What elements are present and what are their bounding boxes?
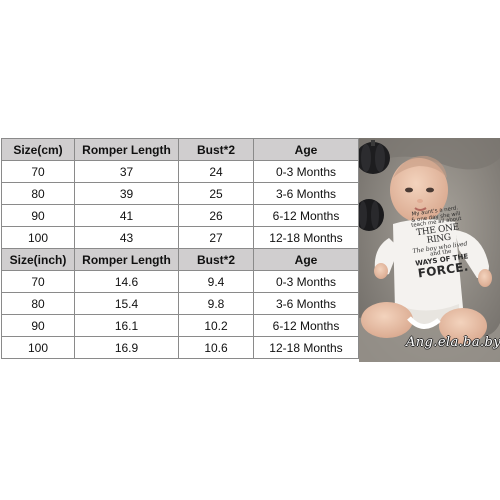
table-header-row-cm: Size(cm) Romper Length Bust*2 Age	[1, 138, 359, 161]
cell-size: 80	[1, 292, 75, 315]
cell-age: 12-18 Months	[253, 226, 359, 249]
cell-romper-length: 14.6	[74, 270, 179, 293]
cell-romper-length: 15.4	[74, 292, 179, 315]
cell-size: 70	[1, 160, 75, 183]
size-chart-table: Size(cm) Romper Length Bust*2 Age 70 37 …	[1, 138, 359, 359]
table-row: 100 43 27 12-18 Months	[1, 226, 359, 249]
cell-bust: 25	[178, 182, 254, 205]
cell-romper-length: 39	[74, 182, 179, 205]
cell-romper-length: 37	[74, 160, 179, 183]
header-bust: Bust*2	[178, 138, 254, 161]
cell-size: 90	[1, 204, 75, 227]
table-row: 100 16.9 10.6 12-18 Months	[1, 336, 359, 359]
header-romper-length: Romper Length	[74, 138, 179, 161]
cell-bust: 24	[178, 160, 254, 183]
table-row: 90 16.1 10.2 6-12 Months	[1, 314, 359, 337]
cell-size: 90	[1, 314, 75, 337]
pumpkin-decoration-top	[359, 140, 390, 174]
cell-age: 0-3 Months	[253, 270, 359, 293]
cell-age: 3-6 Months	[253, 292, 359, 315]
cell-age: 6-12 Months	[253, 204, 359, 227]
cell-bust: 9.8	[178, 292, 254, 315]
header-bust: Bust*2	[178, 248, 254, 271]
cell-bust: 27	[178, 226, 254, 249]
cell-romper-length: 16.1	[74, 314, 179, 337]
cell-romper-length: 16.9	[74, 336, 179, 359]
cell-bust: 9.4	[178, 270, 254, 293]
cell-bust: 10.6	[178, 336, 254, 359]
cell-age: 0-3 Months	[253, 160, 359, 183]
header-age: Age	[253, 248, 359, 271]
header-size-cm: Size(cm)	[1, 138, 75, 161]
table-row: 80 39 25 3-6 Months	[1, 182, 359, 205]
cell-size: 100	[1, 226, 75, 249]
header-size-inch: Size(inch)	[1, 248, 75, 271]
baby-romper-photo	[359, 138, 500, 362]
header-age: Age	[253, 138, 359, 161]
table-header-row-inch: Size(inch) Romper Length Bust*2 Age	[1, 248, 359, 271]
watermark-text: Ang.ela.ba.by	[406, 335, 500, 350]
pumpkin-decoration-bottom	[359, 199, 384, 231]
table-row: 80 15.4 9.8 3-6 Months	[1, 292, 359, 315]
cell-bust: 26	[178, 204, 254, 227]
cell-age: 12-18 Months	[253, 336, 359, 359]
table-row: 70 37 24 0-3 Months	[1, 160, 359, 183]
cell-size: 100	[1, 336, 75, 359]
cell-size: 70	[1, 270, 75, 293]
cell-age: 6-12 Months	[253, 314, 359, 337]
cell-age: 3-6 Months	[253, 182, 359, 205]
cell-romper-length: 41	[74, 204, 179, 227]
cell-bust: 10.2	[178, 314, 254, 337]
onesie-print-text: My aunt's a nerd. & one day she will tea…	[403, 205, 476, 281]
table-row: 90 41 26 6-12 Months	[1, 204, 359, 227]
photo-illustration	[359, 138, 500, 362]
table-row: 70 14.6 9.4 0-3 Months	[1, 270, 359, 293]
cell-size: 80	[1, 182, 75, 205]
header-romper-length: Romper Length	[74, 248, 179, 271]
cell-romper-length: 43	[74, 226, 179, 249]
